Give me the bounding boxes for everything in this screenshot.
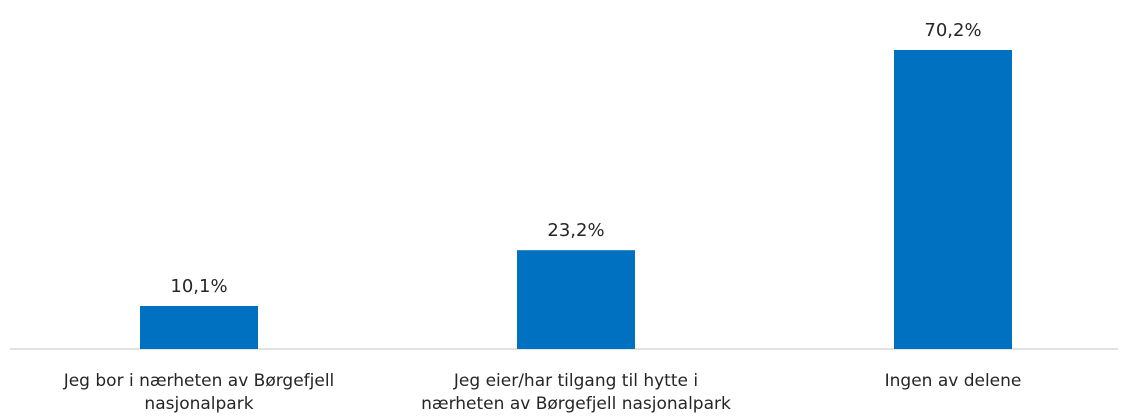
data-label-2: 23,2% [547, 220, 604, 241]
category-label-3: Ingen av delene [884, 371, 1022, 391]
category-label-2: Jeg eier/har tilgang til hytte i nærhete… [421, 371, 731, 414]
bar-3 [894, 50, 1012, 349]
data-label-1: 10,1% [170, 276, 227, 297]
bar-1 [140, 306, 258, 349]
data-label-3: 70,2% [924, 20, 981, 41]
category-label-1: Jeg bor i nærheten av Børgefjell nasjona… [63, 371, 335, 414]
bar-2 [517, 250, 635, 349]
